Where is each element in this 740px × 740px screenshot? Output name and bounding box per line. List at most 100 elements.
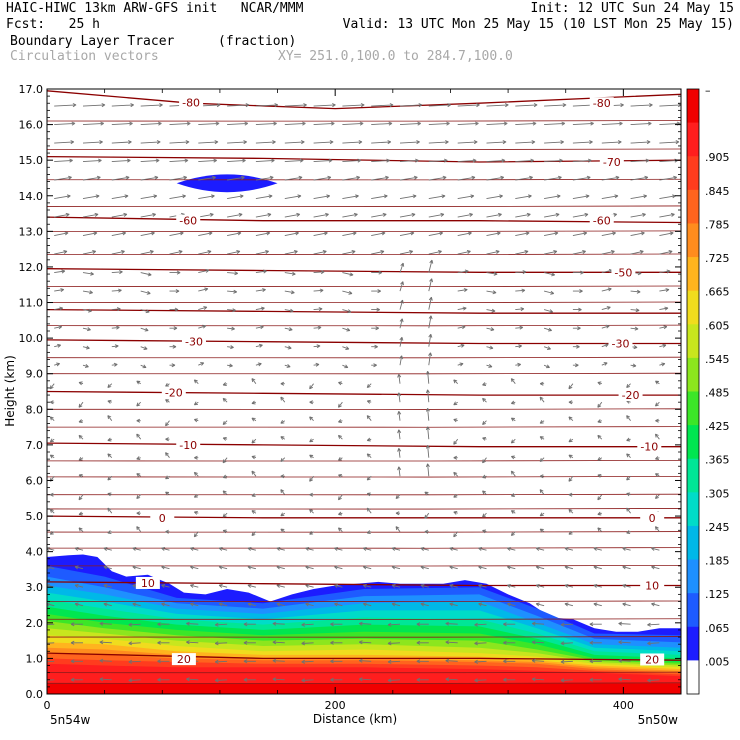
wind-vector [111,307,121,312]
wind-vector [222,420,228,426]
wind-vector [457,231,472,237]
wind-vector [572,326,581,331]
wind-vector [198,212,214,218]
y-tick-label: 11.0 [19,297,44,310]
wind-vector [313,212,329,218]
wind-vector [453,401,458,406]
wind-vector [169,250,183,255]
wind-vector [251,438,257,444]
wind-vector [194,455,199,460]
wind-vector [659,103,681,108]
wind-vector [82,212,99,218]
wind-vector [342,346,350,350]
wind-vector [399,281,404,292]
isotherm-minor [47,148,681,151]
wind-vector [597,419,602,423]
wind-vector [54,269,66,274]
wind-vector [49,438,55,443]
wind-vector [193,493,199,498]
wind-vector [647,641,660,646]
wind-vector [54,250,68,255]
wind-vector [366,415,372,421]
wind-vector [198,121,220,126]
wind-vector [515,362,522,367]
wind-vector [544,194,561,200]
isotherm-line [47,216,681,224]
wind-vector [630,212,646,218]
wind-vector [309,508,314,514]
wind-vector [626,415,631,421]
wind-vector [366,437,372,442]
wind-vector [593,602,602,607]
wind-vector [276,584,285,588]
wind-vector [337,527,343,533]
colorbar-label: .005 [705,655,730,668]
wind-vector [362,546,372,551]
wind-vector [482,474,487,479]
wind-vector [49,508,55,514]
wind-vector [510,378,516,384]
isotherm-label-bg [618,389,643,402]
wind-vector [618,621,631,626]
wind-vector [397,410,402,421]
wind-vector [198,231,213,237]
wind-vector [227,194,244,200]
wind-vector [169,194,186,200]
wind-vector [161,584,170,588]
wind-vector [425,370,430,384]
wind-vector [626,507,631,514]
wind-vector [486,327,495,332]
wind-vector [198,306,208,311]
wind-vector [255,306,265,311]
wind-vector [49,416,55,422]
wind-vector [544,175,562,181]
wind-vector [420,565,429,570]
wind-vector [284,308,294,313]
wind-vector [630,250,644,255]
wind-vector [309,475,314,482]
wind-vector [255,194,273,200]
wind-vector [416,659,429,664]
wind-vector [601,324,610,329]
wind-vector [535,602,545,607]
wind-vector [247,565,257,570]
wind-vector [515,140,536,145]
wind-vector [399,299,404,310]
wind-vector [531,621,545,626]
wind-vector [399,194,417,200]
wind-vector [280,489,286,495]
wind-vector [165,491,170,496]
wind-vector [222,529,228,534]
wind-vector [630,194,648,200]
wind-vector [371,121,393,126]
wind-vector [539,436,545,440]
wind-vector [82,363,89,368]
wind-vector [371,194,388,200]
wind-vector [140,327,149,332]
isotherm-label: 10 [141,577,155,590]
wind-vector [425,426,430,440]
wind-vector [107,530,112,535]
wind-vector [49,383,55,390]
y-tick-label: 1.0 [26,652,44,665]
wind-vector [428,212,445,218]
wind-vector [169,175,188,181]
wind-vector [630,308,640,313]
tracer-band-surface [47,683,681,694]
wind-vector [157,659,170,664]
wind-vector [342,140,363,145]
wind-vector [157,622,170,627]
wind-vector [601,343,609,348]
wind-vector [165,399,170,403]
isotherm-minor [47,531,681,533]
wind-vector [169,326,178,331]
wind-vector [601,287,612,292]
wind-vector [342,309,352,314]
wind-vector [103,584,112,588]
wind-vector [428,231,444,237]
wind-vector [507,602,516,607]
wind-vector [243,677,256,682]
wind-vector [136,401,142,407]
wind-vector [186,677,199,682]
wind-vector [338,511,343,516]
